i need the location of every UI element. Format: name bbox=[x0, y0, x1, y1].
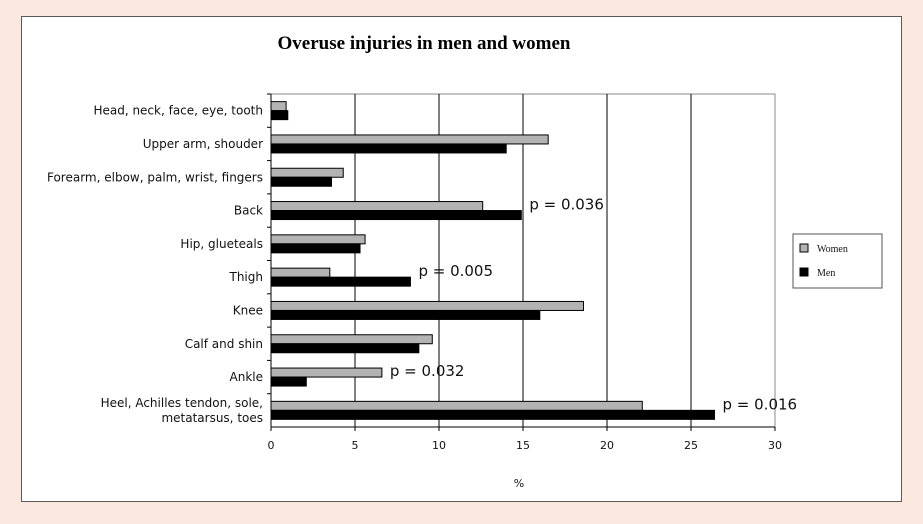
x-tick-label: 30 bbox=[768, 439, 782, 452]
bar-men bbox=[270, 309, 541, 320]
category-label: Calf and shin bbox=[185, 337, 263, 351]
bar-men bbox=[270, 143, 507, 154]
x-tick-label: 10 bbox=[432, 439, 446, 452]
x-tick-label: 15 bbox=[516, 439, 530, 452]
bar-men bbox=[270, 110, 289, 121]
plot-area: 0 5 10 15 20 25 30 Head, neck, face, eye, tooth… bbox=[47, 93, 798, 452]
legend-box bbox=[792, 233, 883, 289]
chart-frame: Overuse injuries in men and women 0 5 10 15… bbox=[21, 16, 902, 502]
category-label: Knee bbox=[233, 303, 263, 317]
x-tick-label: 5 bbox=[352, 439, 359, 452]
category-label: Heel, Achilles tendon, sole, bbox=[101, 396, 263, 410]
p-value-annotation: p = 0.016 bbox=[723, 395, 798, 413]
category-label: Ankle bbox=[230, 370, 263, 384]
bar-women bbox=[270, 167, 344, 178]
bar-women bbox=[270, 134, 549, 145]
bar-men bbox=[270, 210, 522, 221]
category-label: Forearm, elbow, palm, wrist, fingers bbox=[47, 170, 263, 184]
bar-men bbox=[270, 376, 307, 387]
bar-women bbox=[270, 300, 584, 311]
category-label: Upper arm, shouder bbox=[143, 137, 263, 151]
bar-women bbox=[270, 267, 331, 278]
bar-women bbox=[270, 101, 287, 112]
bar-women bbox=[270, 334, 433, 345]
x-tick-label: 20 bbox=[600, 439, 614, 452]
category-label: Back bbox=[234, 204, 263, 218]
category-label: Thigh bbox=[229, 270, 264, 284]
bar-men bbox=[270, 409, 716, 420]
bar-chart: Overuse injuries in men and women 0 5 10 15… bbox=[47, 33, 883, 490]
x-tick-label: 25 bbox=[684, 439, 698, 452]
bar-women bbox=[270, 234, 366, 245]
legend-swatch-women bbox=[799, 243, 809, 253]
legend-swatch-men bbox=[799, 267, 809, 277]
bar-men bbox=[270, 276, 411, 287]
bar-women bbox=[270, 201, 484, 212]
bar-women bbox=[270, 400, 643, 411]
category-label: Hip, glueteals bbox=[180, 237, 263, 251]
bar-women bbox=[270, 367, 383, 378]
x-tick-label: 0 bbox=[268, 439, 275, 452]
p-value-annotation: p = 0.036 bbox=[529, 196, 604, 214]
legend: Women Men bbox=[792, 233, 883, 289]
p-value-annotation: p = 0.005 bbox=[418, 262, 493, 280]
bar-men bbox=[270, 243, 361, 254]
p-value-annotation: p = 0.032 bbox=[390, 362, 465, 380]
legend-label-men: Men bbox=[817, 268, 835, 279]
legend-label-women: Women bbox=[817, 244, 848, 255]
bar-men bbox=[270, 176, 332, 187]
x-axis-label: % bbox=[514, 477, 524, 490]
category-label: Head, neck, face, eye, tooth bbox=[93, 104, 263, 118]
bar-men bbox=[270, 343, 420, 354]
category-label: metatarsus, toes bbox=[161, 411, 263, 425]
chart-title: Overuse injuries in men and women bbox=[278, 33, 571, 54]
